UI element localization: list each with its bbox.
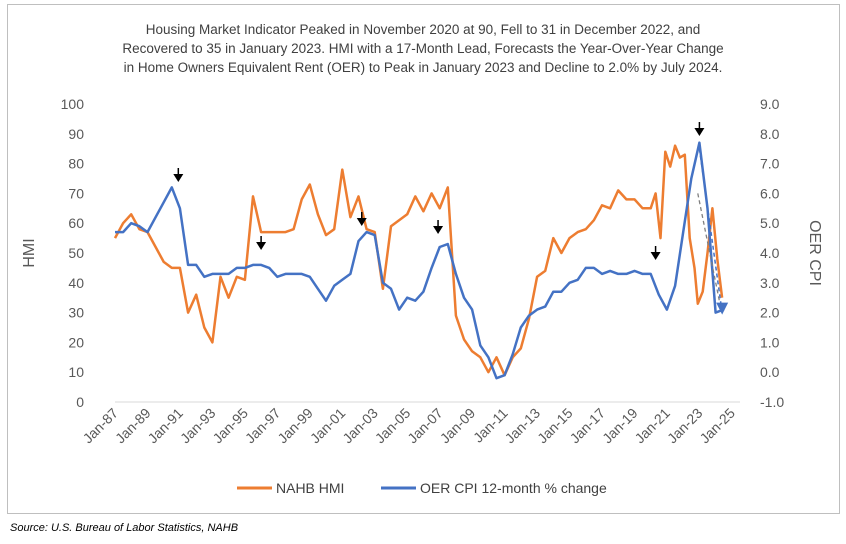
y-tick-label: 70: [68, 185, 84, 201]
peak-arrow-icon: [356, 218, 367, 226]
y2-tick-label: 4.0: [760, 245, 780, 261]
chart-frame: [7, 4, 840, 514]
source-note: Source: U.S. Bureau of Labor Statistics,…: [10, 522, 239, 534]
title-line-1: Housing Market Indicator Peaked in Novem…: [145, 22, 701, 37]
chart-title: Housing Market Indicator Peaked in Novem…: [0, 20, 846, 77]
x-tick-label: Jan-19: [599, 405, 641, 447]
x-tick-label: Jan-13: [502, 405, 544, 447]
peak-arrow-icon: [173, 174, 184, 182]
x-tick-label: Jan-89: [112, 405, 154, 447]
y2-tick-label: 6.0: [760, 185, 780, 201]
x-tick-label: Jan-87: [80, 405, 122, 447]
x-tick-label: Jan-25: [696, 405, 738, 447]
y2-tick-label: 9.0: [760, 96, 780, 112]
hmi-oer-line-chart: 0 10 20 30 40 50 60 70 80 90 100 -1.0 0.0 1.0 2.0 3.0 4.…: [21, 96, 823, 496]
legend-hmi-label: NAHB HMI: [276, 480, 344, 496]
y-tick-label: 20: [68, 334, 84, 350]
x-tick-label: Jan-01: [307, 405, 349, 447]
x-tick-label: Jan-17: [567, 405, 609, 447]
oer-projection-arrowhead: [716, 302, 729, 315]
legend-oer-label: OER CPI 12-month % change: [420, 480, 607, 496]
x-tick-label: Jan-99: [274, 405, 316, 447]
x-tick-label: Jan-97: [242, 405, 284, 447]
y-tick-label: 30: [68, 305, 84, 321]
y-tick-label: 50: [68, 245, 84, 261]
y2-tick-label: 0.0: [760, 364, 780, 380]
title-line-2: Recovered to 35 in January 2023. HMI wit…: [122, 41, 724, 56]
oer-line: [115, 141, 725, 380]
hmi-line: [113, 144, 724, 377]
y-axis-title: HMI: [21, 238, 38, 267]
y2-tick-label: 7.0: [760, 156, 780, 172]
y2-tick-label: -1.0: [760, 394, 784, 410]
y-tick-label: 80: [68, 156, 84, 172]
y2-tick-label: 2.0: [760, 305, 780, 321]
peak-arrow-icon: [694, 128, 705, 136]
y-tick-label: 60: [68, 215, 84, 231]
title-line-3: in Home Owners Equivalent Rent (OER) to …: [123, 60, 723, 75]
x-tick-label: Jan-05: [372, 405, 414, 447]
x-tick-label: Jan-95: [209, 405, 251, 447]
peak-arrow-icon: [433, 226, 444, 234]
x-tick-label: Jan-21: [631, 405, 673, 447]
y2-axis-title: OER CPI: [806, 220, 823, 286]
x-tick-label: Jan-23: [664, 405, 706, 447]
x-tick-label: Jan-93: [177, 405, 219, 447]
y-tick-label: 0: [76, 394, 84, 410]
peak-arrow-icon: [650, 252, 661, 260]
peak-arrow-icon: [256, 242, 267, 250]
x-tick-label: Jan-15: [534, 405, 576, 447]
y2-tick-label: 8.0: [760, 126, 780, 142]
y2-tick-label: 3.0: [760, 275, 780, 291]
x-tick-label: Jan-07: [404, 405, 446, 447]
x-tick-label: Jan-09: [437, 405, 479, 447]
y2-tick-label: 1.0: [760, 334, 780, 350]
y-tick-label: 40: [68, 275, 84, 291]
y-tick-label: 100: [61, 96, 85, 112]
y2-tick-label: 5.0: [760, 215, 780, 231]
x-tick-label: Jan-91: [144, 405, 186, 447]
y-tick-label: 10: [68, 364, 84, 380]
hmi-projection-dash: [697, 193, 722, 307]
x-tick-label: Jan-03: [339, 405, 381, 447]
y-tick-label: 90: [68, 126, 84, 142]
